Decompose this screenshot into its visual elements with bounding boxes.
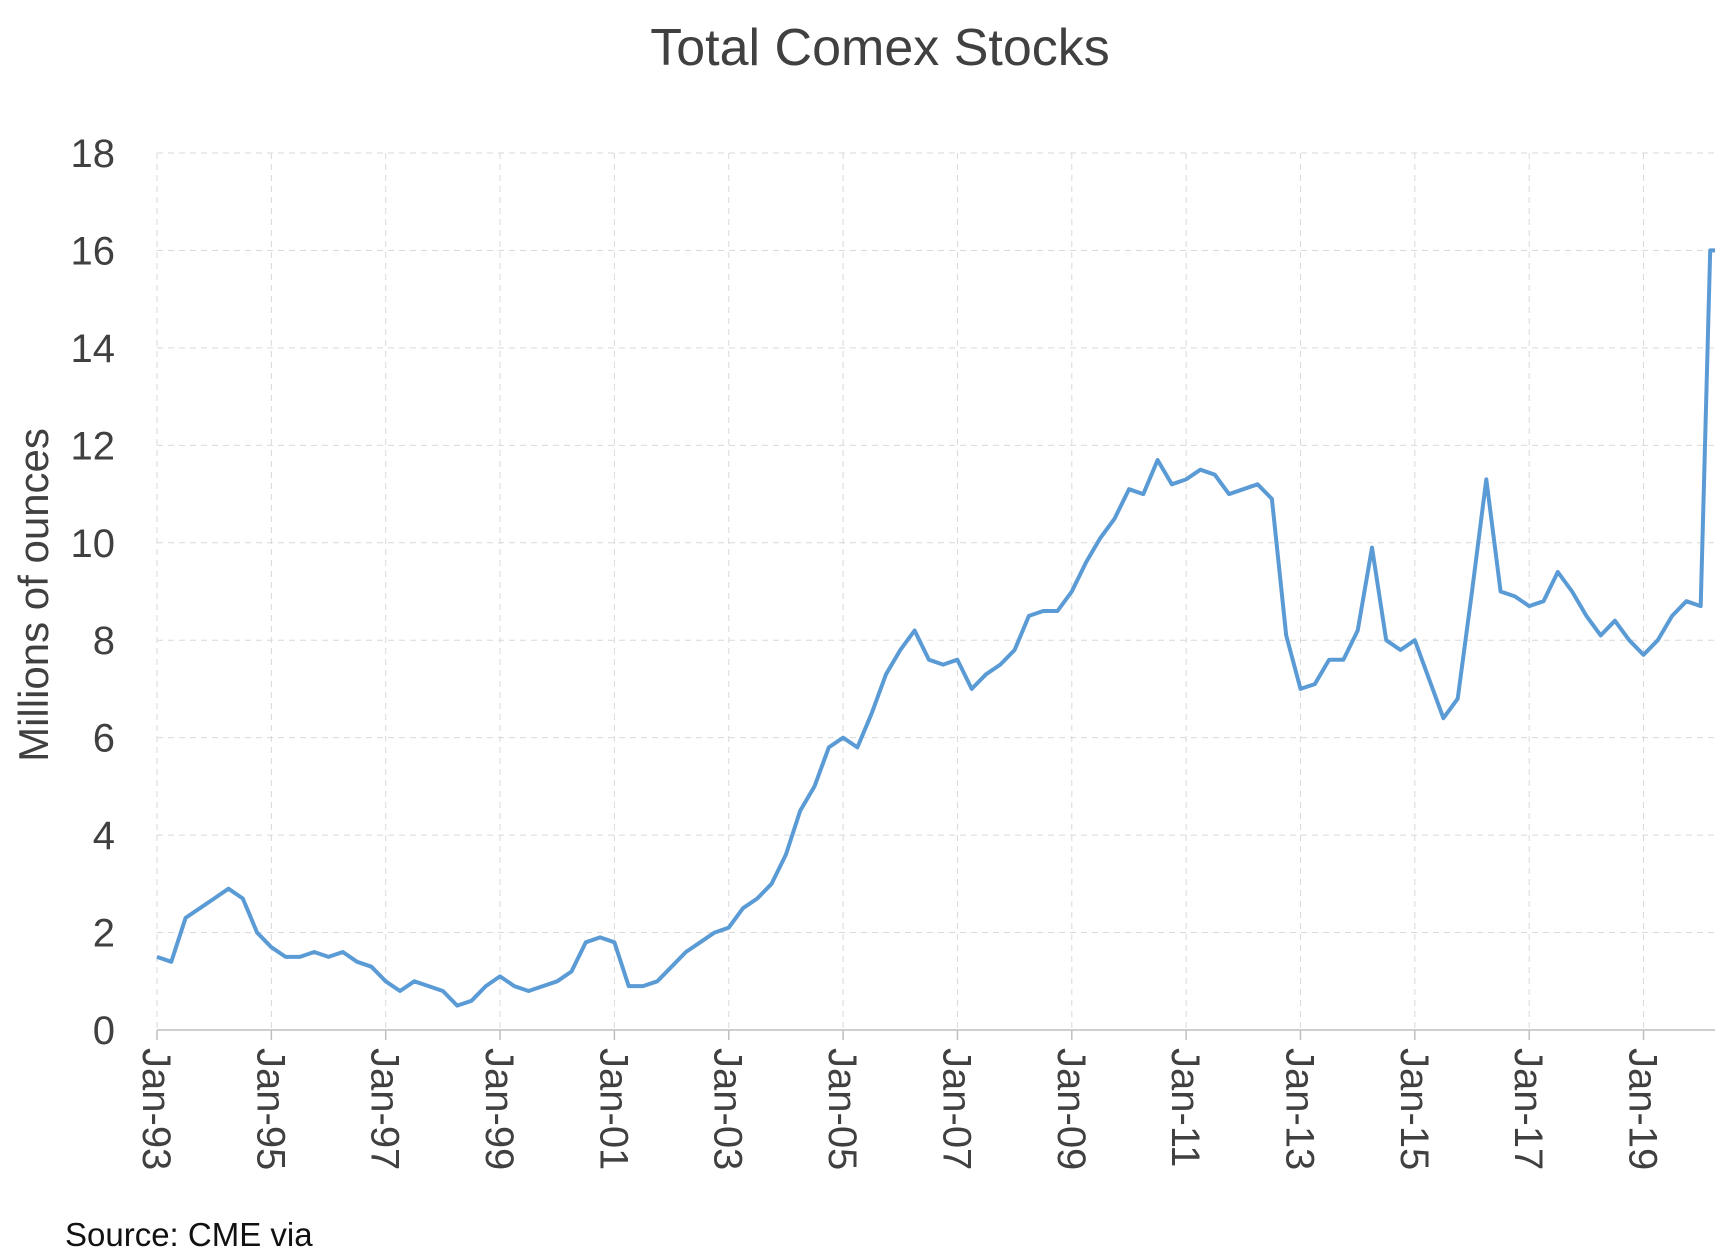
- x-tick-label: Jan-95: [248, 1048, 292, 1170]
- gridlines: [156, 152, 1715, 1030]
- x-tick-label: Jan-15: [1392, 1048, 1436, 1170]
- x-tick-label: Jan-07: [934, 1048, 978, 1170]
- x-tick-label: Jan-01: [591, 1048, 635, 1170]
- x-tick-labels: Jan-93 Jan-95 Jan-97 Jan-99 Jan-01 Jan-03 Jan-…: [134, 1048, 1665, 1170]
- y-tick-labels: 0 2 4 6 8 10 12 14 16 18: [71, 132, 116, 1053]
- x-tick-label: Jan-99: [477, 1048, 521, 1170]
- y-tick-label: 16: [71, 229, 116, 273]
- y-tick-label: 8: [93, 619, 115, 663]
- y-tick-label: 6: [93, 717, 115, 761]
- series-line: [156, 248, 1715, 1008]
- axes: [156, 1029, 1715, 1040]
- source-note: Source: CME via: [65, 1216, 313, 1253]
- x-tick-label: Jan-19: [1621, 1048, 1665, 1170]
- y-tick-label: 2: [93, 912, 115, 956]
- y-tick-label: 0: [93, 1009, 115, 1053]
- x-tick-label: Jan-11: [1163, 1048, 1207, 1167]
- y-tick-label: 18: [71, 132, 116, 176]
- x-tick-label: Jan-05: [820, 1048, 864, 1170]
- x-tick-label: Jan-03: [706, 1048, 750, 1170]
- y-tick-label: 14: [71, 327, 116, 371]
- y-tick-label: 12: [71, 424, 116, 468]
- series-line-layer: [156, 248, 1715, 1008]
- chart-title: Total Comex Stocks: [650, 19, 1110, 77]
- x-tick-label: Jan-93: [134, 1048, 178, 1170]
- x-tick-label: Jan-13: [1277, 1048, 1321, 1170]
- y-tick-label: 4: [93, 814, 115, 858]
- x-tick-label: Jan-09: [1049, 1048, 1093, 1170]
- x-tick-label: Jan-97: [363, 1048, 407, 1170]
- x-tick-label: Jan-17: [1506, 1048, 1550, 1170]
- y-tick-label: 10: [71, 522, 116, 566]
- y-axis-label: Millions of ounces: [10, 428, 57, 762]
